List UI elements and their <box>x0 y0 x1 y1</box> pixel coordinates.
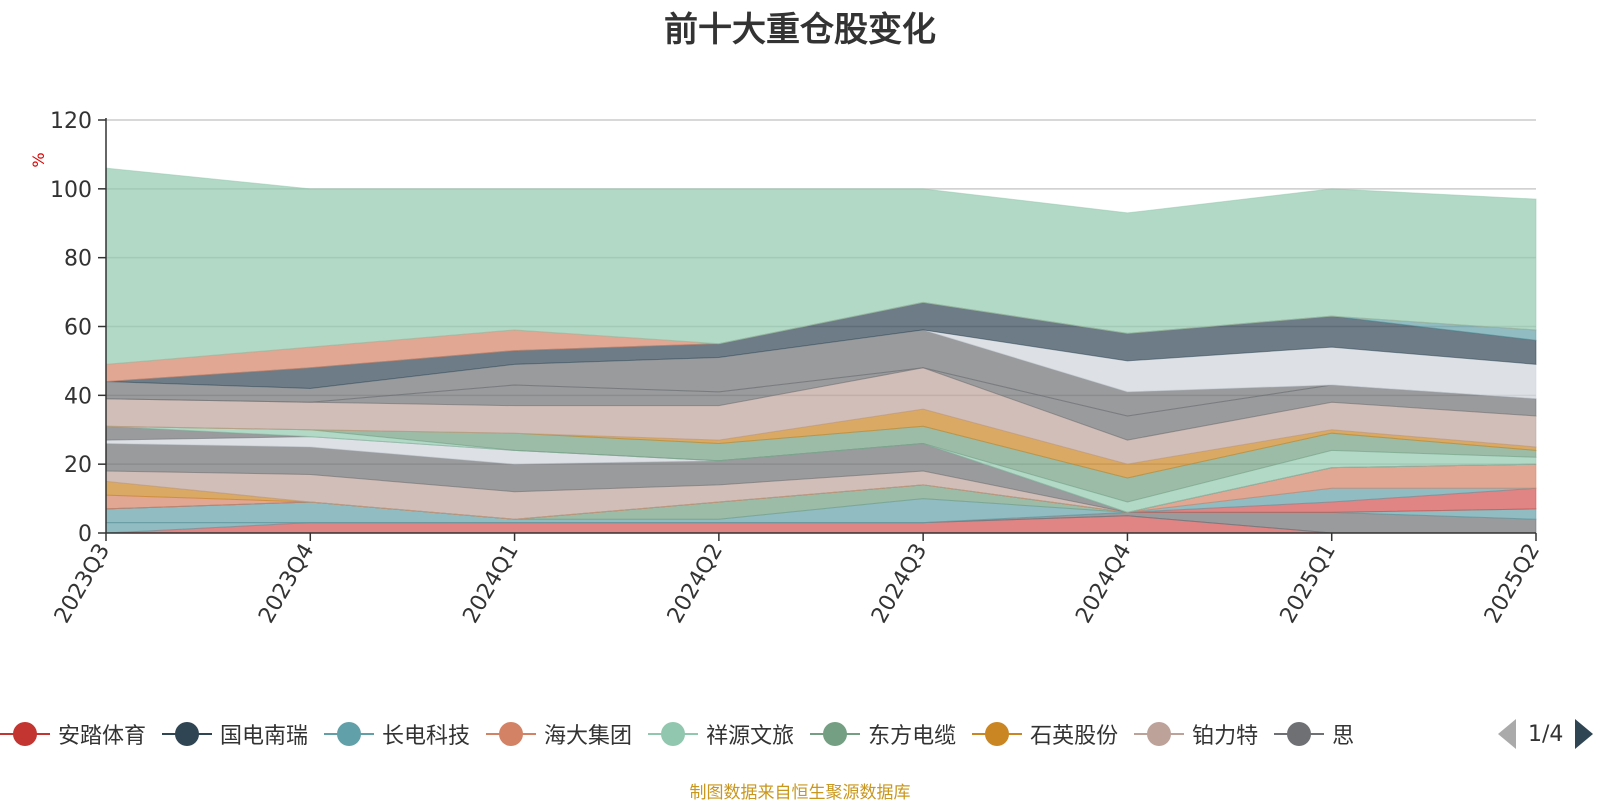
legend-marker-icon <box>1274 721 1325 747</box>
legend-marker-icon <box>486 721 537 747</box>
legend-label: 石英股份 <box>1030 724 1119 749</box>
legend-marker-icon <box>972 721 1023 747</box>
legend-label: 长电科技 <box>382 724 471 749</box>
legend-page-indicator: 1/4 <box>1528 721 1564 747</box>
legend-marker-icon <box>0 721 50 747</box>
x-tick-label: 2023Q3 <box>50 540 115 628</box>
y-tick-label: 20 <box>64 453 92 478</box>
legend-item[interactable]: 安踏体育 <box>0 718 146 750</box>
legend-label: 国电南瑞 <box>220 724 309 749</box>
legend-label: 思 <box>1332 724 1355 749</box>
legend-label: 祥源文旅 <box>706 724 795 749</box>
legend-marker-icon <box>810 721 861 747</box>
x-tick-label: 2025Q2 <box>1480 540 1545 628</box>
y-tick-label: 60 <box>64 316 92 341</box>
legend-next-page-icon[interactable] <box>1575 719 1594 749</box>
x-tick-label: 2024Q4 <box>1071 540 1136 628</box>
x-tick-label: 2023Q4 <box>254 540 319 628</box>
y-tick-label: 80 <box>64 247 92 272</box>
legend-item[interactable]: 东方电缆 <box>810 718 956 750</box>
x-tick-label: 2025Q1 <box>1276 540 1341 628</box>
legend-marker-icon <box>648 721 699 747</box>
y-tick-label: 40 <box>64 384 92 409</box>
legend-label: 安踏体育 <box>58 724 147 749</box>
y-tick-label: 120 <box>50 109 92 134</box>
chart-title: 前十大重仓股变化 <box>664 10 936 50</box>
y-tick-label: 0 <box>78 522 92 547</box>
legend-item[interactable]: 石英股份 <box>972 718 1118 750</box>
legend-items-viewport: 安踏体育 国电南瑞 长电科技 海大集团 祥源文旅 东方电缆 石英股份 铂力特 思 <box>0 714 1482 754</box>
legend-label: 东方电缆 <box>868 724 957 749</box>
legend-item[interactable]: 国电南瑞 <box>162 718 308 750</box>
legend-marker-icon <box>162 721 213 747</box>
legend-item[interactable]: 铂力特 <box>1134 718 1258 750</box>
x-tick-label: 2024Q1 <box>458 540 523 628</box>
area-series[interactable] <box>105 167 1537 365</box>
legend-item[interactable]: 祥源文旅 <box>648 718 794 750</box>
legend-label: 铂力特 <box>1192 724 1259 749</box>
legend-marker-icon <box>1134 721 1185 747</box>
data-source-note: 制图数据来自恒生聚源数据库 <box>689 783 911 803</box>
legend-items: 安踏体育 国电南瑞 长电科技 海大集团 祥源文旅 东方电缆 石英股份 铂力特 思 <box>0 714 1482 754</box>
legend-item[interactable]: 长电科技 <box>324 718 470 750</box>
y-tick-label: 100 <box>50 178 92 203</box>
legend-label: 海大集团 <box>544 724 633 749</box>
x-tick-label: 2024Q3 <box>867 540 932 628</box>
legend-prev-page-icon[interactable] <box>1498 719 1516 749</box>
legend-item[interactable]: 思 <box>1274 718 1354 750</box>
legend-pager: 1/4 <box>1498 714 1594 754</box>
legend-item[interactable]: 海大集团 <box>486 718 632 750</box>
x-tick-label: 2024Q2 <box>663 540 728 628</box>
area-series-group[interactable] <box>105 167 1537 534</box>
legend: 安踏体育 国电南瑞 长电科技 海大集团 祥源文旅 东方电缆 石英股份 铂力特 思 1/4 <box>0 714 1600 754</box>
y-axis-unit-label: % <box>29 152 48 167</box>
legend-marker-icon <box>324 721 375 747</box>
stacked-area-chart: 0 20 40 60 80 100 120 2023Q3 2023Q4 2024Q1 2024Q2 2… <box>29 109 1545 628</box>
